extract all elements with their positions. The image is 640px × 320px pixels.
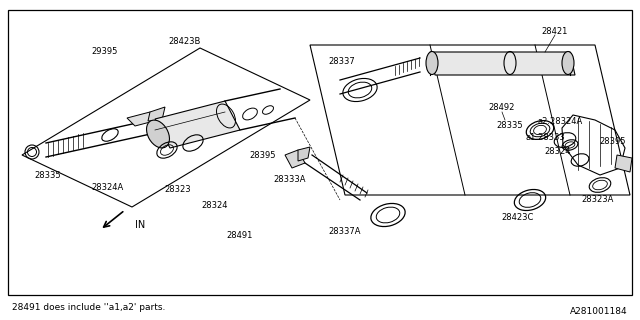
Text: 28335: 28335: [35, 171, 61, 180]
Polygon shape: [615, 155, 632, 172]
Text: 28492: 28492: [489, 103, 515, 113]
Text: A281001184: A281001184: [570, 308, 628, 316]
Text: IN: IN: [135, 220, 145, 230]
Polygon shape: [155, 101, 240, 148]
Polygon shape: [148, 107, 165, 121]
Ellipse shape: [426, 52, 438, 75]
Text: 28395: 28395: [600, 138, 627, 147]
Polygon shape: [430, 52, 575, 75]
Text: 28323: 28323: [164, 186, 191, 195]
Text: 28337: 28337: [328, 58, 355, 67]
Text: 28337A: 28337A: [329, 228, 361, 236]
Text: a2.28324A: a2.28324A: [538, 117, 582, 126]
Text: 28491 does include ''a1,a2' parts.: 28491 does include ''a1,a2' parts.: [12, 303, 165, 313]
Polygon shape: [285, 150, 305, 168]
Text: 28324: 28324: [202, 201, 228, 210]
Text: 28323A: 28323A: [582, 196, 614, 204]
Text: 28491: 28491: [227, 230, 253, 239]
Text: 28395: 28395: [250, 150, 276, 159]
Ellipse shape: [562, 52, 574, 75]
Text: 28335: 28335: [497, 121, 524, 130]
Polygon shape: [298, 147, 310, 161]
Text: 28333A: 28333A: [274, 175, 307, 185]
Polygon shape: [127, 112, 158, 126]
Polygon shape: [8, 10, 632, 295]
Text: 28423C: 28423C: [502, 213, 534, 222]
Text: 28324A: 28324A: [92, 183, 124, 193]
Text: a1.28333: a1.28333: [525, 133, 565, 142]
Text: 28423B: 28423B: [169, 37, 201, 46]
Text: 28421: 28421: [542, 28, 568, 36]
Text: 29395: 29395: [92, 47, 118, 57]
Ellipse shape: [147, 120, 170, 148]
Text: 28324: 28324: [545, 148, 572, 156]
